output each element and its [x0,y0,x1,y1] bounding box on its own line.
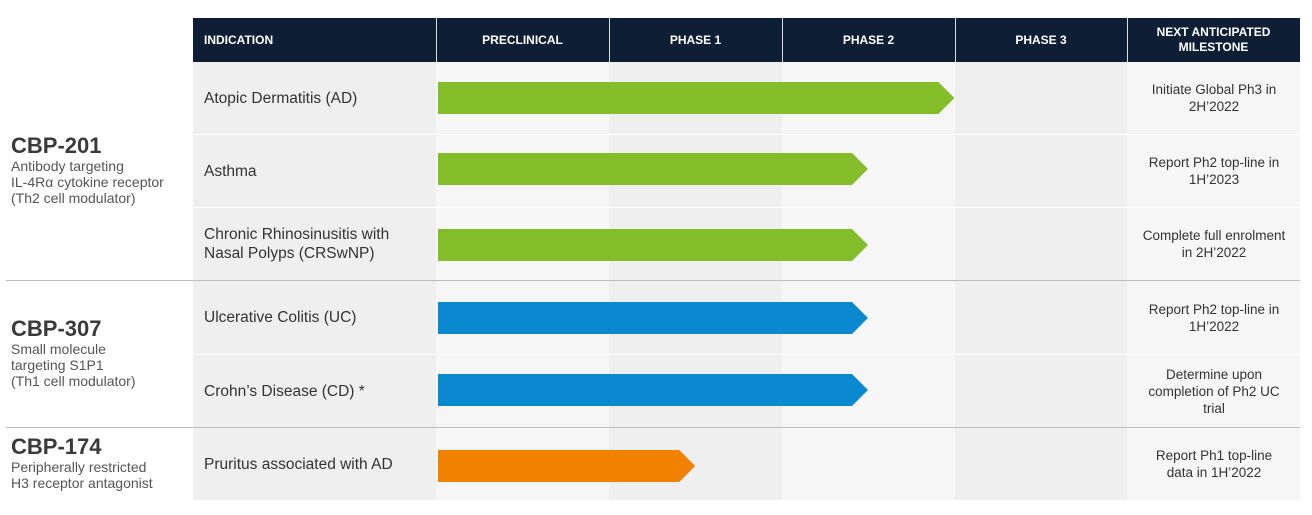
program-description: Antibody targeting IL-4Rα cytokine recep… [11,158,164,206]
milestone-label: Initiate Global Ph3 in 2H’2022 [1151,82,1277,114]
indication-label: Pruritus associated with AD [204,428,429,500]
progress-arrow-4 [438,302,868,334]
progress-arrow-2 [438,153,868,185]
program-cbp-201: CBP-201 Antibody targeting IL-4Rα cytoki… [11,133,189,207]
header-next-milestone: NEXT ANTICIPATED MILESTONE [1127,18,1300,62]
header-divider [782,18,783,62]
program-description: Peripherally restricted H3 receptor anta… [11,459,153,491]
header-divider [955,18,956,62]
group-separator [6,280,1300,281]
header-divider [1127,18,1128,62]
program-name: CBP-174 [11,434,102,459]
header-indication: INDICATION [193,18,436,62]
program-cbp-174: CBP-174 Peripherally restricted H3 recep… [11,434,189,492]
indication-text: Atopic Dermatitis (AD) [204,89,358,107]
indication-text: Ulcerative Colitis (UC) [204,309,357,326]
indication-label: Chronic Rhinosinusitis with Nasal Polyps… [204,208,429,280]
row-separator [193,134,1300,135]
program-name: CBP-201 [11,133,102,158]
progress-arrow-6 [438,450,696,482]
indication-text: Pruritus associated with AD [204,455,393,473]
group-separator [6,427,1300,428]
milestone-label: Report Ph2 top-line in 1H’2023 [1148,155,1280,187]
milestone-label: Determine upon completion of Ph2 UC tria… [1148,366,1280,416]
header-preclinical: PRECLINICAL [436,18,609,62]
header-phase-2: PHASE 2 [782,18,955,62]
progress-arrow-1 [438,82,955,114]
row-separator [193,207,1300,208]
header-divider [609,18,610,62]
row-separator [193,354,1300,355]
indication-label: Asthma [204,135,429,207]
indication-label: Ulcerative Colitis (UC) [204,281,429,354]
header-phase-3: PHASE 3 [955,18,1127,62]
indication-label: Atopic Dermatitis (AD) [204,62,429,134]
progress-arrow-3 [438,229,868,261]
milestone-label: Complete full enrolment in 2H’2022 [1142,228,1286,260]
indication-text: Crohn’s Disease (CD) * [204,382,365,400]
milestone-label: Report Ph2 top-line in 1H’2022 [1148,301,1280,334]
indication-text: Asthma [204,162,257,180]
progress-arrow-5 [438,374,868,406]
header-phase-1: PHASE 1 [609,18,782,62]
header-divider [436,18,437,62]
indication-label: Crohn’s Disease (CD) * [204,355,429,427]
program-cbp-307: CBP-307 Small molecule targeting S1P1 (T… [11,316,189,390]
milestone-label: Report Ph1 top-line data in 1H’2022 [1155,448,1273,480]
program-name: CBP-307 [11,316,102,341]
program-description: Small molecule targeting S1P1 (Th1 cell … [11,341,136,389]
indication-text: Chronic Rhinosinusitis with Nasal Polyps… [204,226,390,262]
